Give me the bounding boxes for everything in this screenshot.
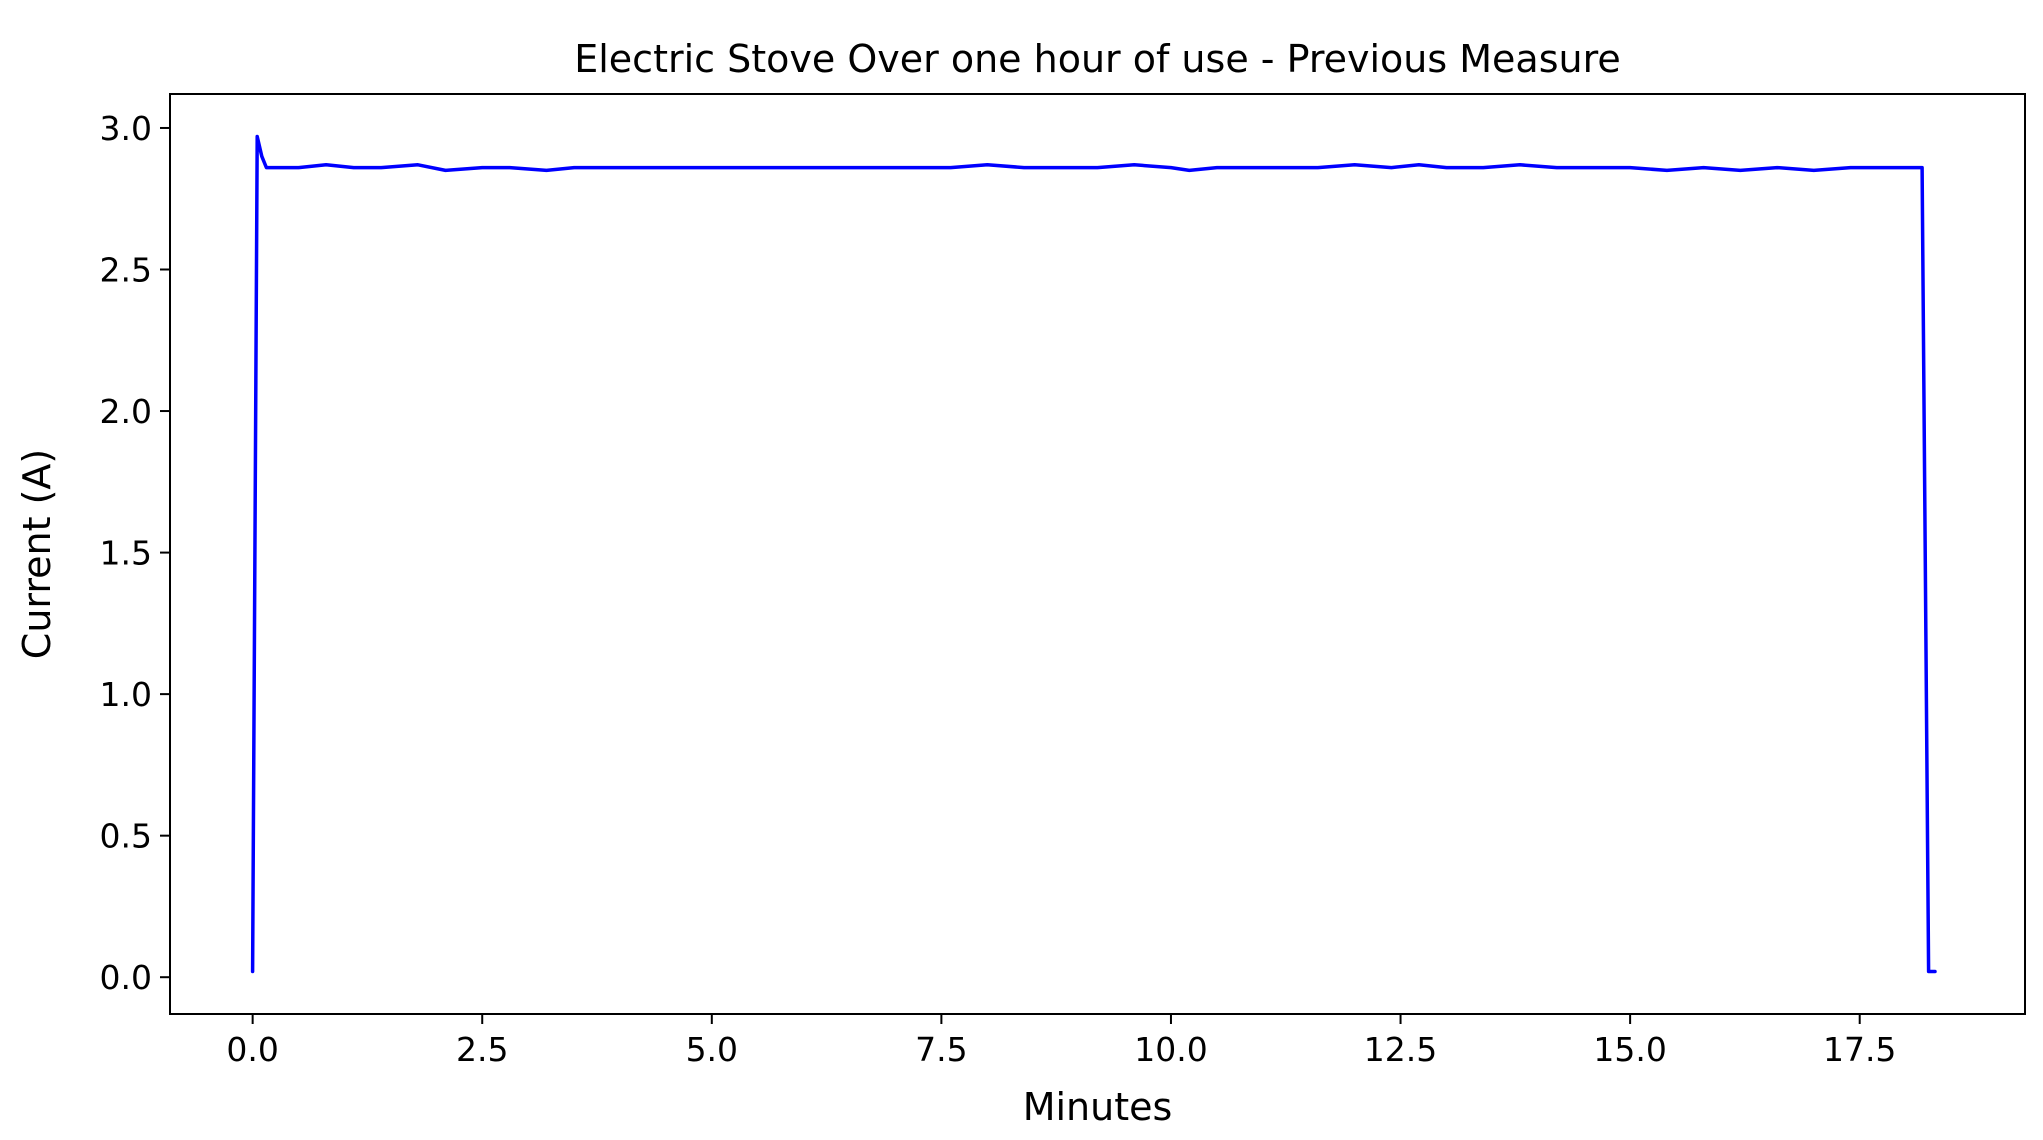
x-tick-label: 2.5	[456, 1030, 508, 1069]
y-axis-label: Current (A)	[15, 449, 59, 659]
y-tick-label: 0.0	[100, 958, 152, 997]
y-tick-label: 0.5	[100, 817, 152, 856]
x-tick-label: 7.5	[915, 1030, 967, 1069]
y-axis-ticks: 0.0 0.5 1.0 1.5 2.0 2.5 3.0	[100, 109, 170, 997]
y-tick-label: 1.5	[100, 534, 152, 573]
y-tick-label: 2.0	[100, 392, 152, 431]
x-axis-ticks: 0.0 2.5 5.0 7.5 10.0 12.5 15.0 17.5	[226, 1014, 1896, 1069]
x-tick-label: 17.5	[1823, 1030, 1896, 1069]
series-line	[250, 134, 1937, 974]
x-axis-label: Minutes	[1023, 1085, 1173, 1129]
x-tick-label: 0.0	[226, 1030, 278, 1069]
x-tick-label: 5.0	[686, 1030, 738, 1069]
y-tick-label: 2.5	[100, 251, 152, 290]
x-tick-label: 15.0	[1593, 1030, 1666, 1069]
series-layer	[250, 134, 1937, 974]
plot-area-frame	[169, 93, 2026, 1015]
x-tick-label: 10.0	[1134, 1030, 1207, 1069]
x-tick-label: 12.5	[1364, 1030, 1437, 1069]
chart-title: Electric Stove Over one hour of use - Pr…	[574, 37, 1621, 81]
y-tick-label: 1.0	[100, 675, 152, 714]
y-tick-label: 3.0	[100, 109, 152, 148]
